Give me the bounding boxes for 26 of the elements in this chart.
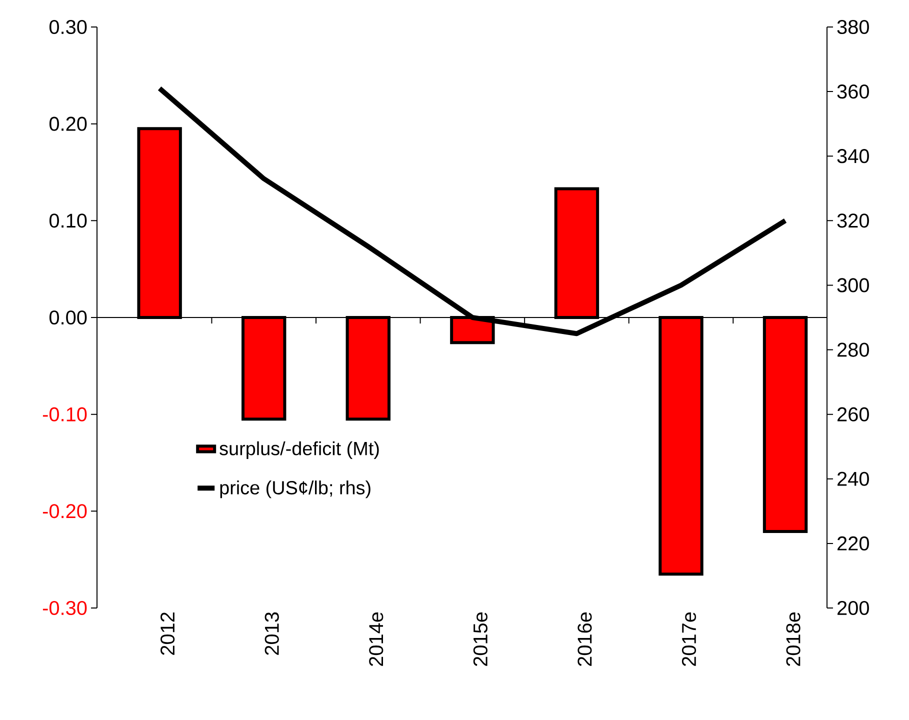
y-tick-label: 0.30 — [49, 20, 87, 34]
y2-tick-label: 220 — [838, 536, 869, 550]
y2-tick-label: 260 — [838, 407, 869, 422]
x-tick-label: 2018e — [786, 612, 800, 666]
legend-label: surplus/-deficit (Mt) — [220, 441, 379, 459]
x-tick-label: 2014e — [369, 612, 384, 666]
y2-tick-label: 240 — [838, 472, 869, 486]
y-tick-label: 0.20 — [49, 116, 87, 131]
x-tick-label: 2013 — [264, 612, 279, 655]
x-tick-label: 2015e — [473, 612, 488, 666]
x-tick-label: 2017e — [682, 612, 696, 666]
x-tick-label: 2012 — [160, 612, 175, 655]
y2-tick-label: 360 — [837, 84, 869, 99]
y2-tick-label: 340 — [837, 149, 869, 164]
x-tick-label: 2016e — [578, 612, 592, 666]
y-tick-label: -0.20 — [42, 504, 87, 518]
y-tick-label: -0.10 — [42, 407, 87, 422]
y2-tick-label: 380 — [837, 20, 869, 34]
y2-tick-label: 320 — [837, 214, 869, 228]
legend-label: price (US¢/lb; rhs) — [220, 480, 370, 498]
y-tick-label: -0.30 — [42, 600, 87, 616]
y2-tick-label: 200 — [838, 600, 869, 616]
y-tick-label: 0.00 — [49, 310, 87, 325]
y2-tick-label: 300 — [837, 278, 869, 292]
y-tick-label: 0.10 — [49, 214, 87, 228]
y2-tick-label: 280 — [838, 342, 869, 357]
